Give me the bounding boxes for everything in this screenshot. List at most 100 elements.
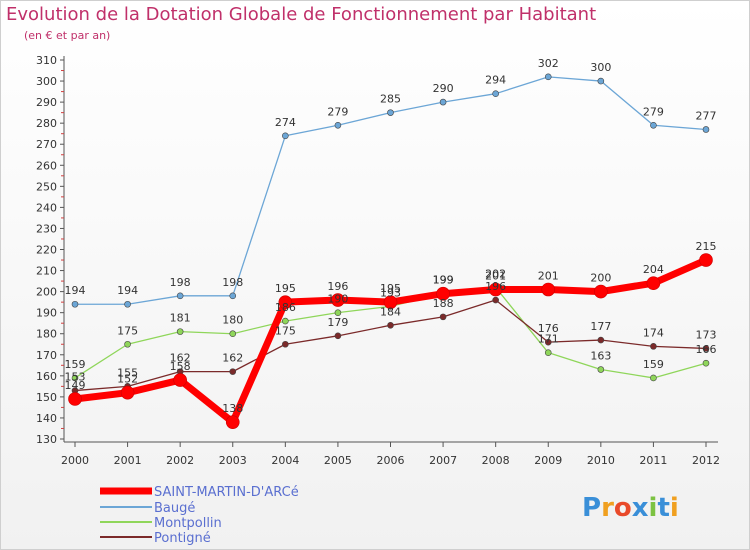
data-point	[597, 366, 605, 373]
x-tick-label: 2006	[377, 454, 405, 467]
data-label: 193	[380, 286, 401, 299]
data-label: 153	[65, 371, 86, 384]
data-label: 159	[643, 358, 664, 371]
x-tick-label: 2011	[639, 454, 667, 467]
data-point	[176, 328, 184, 335]
data-point	[436, 286, 450, 301]
x-tick-label: 2008	[482, 454, 510, 467]
x-tick-label: 2000	[61, 454, 89, 467]
data-point	[334, 309, 342, 316]
data-label: 290	[433, 82, 454, 95]
data-point	[594, 284, 608, 299]
data-point	[387, 109, 394, 116]
data-label: 195	[275, 282, 296, 295]
x-tick-label: 2009	[534, 454, 562, 467]
data-label: 194	[117, 284, 138, 297]
data-point	[544, 338, 552, 346]
data-point	[282, 132, 289, 140]
data-point	[229, 330, 237, 338]
data-label: 196	[327, 280, 348, 293]
data-point	[541, 282, 556, 297]
y-tick-label: 310	[36, 54, 57, 67]
data-point	[229, 368, 237, 375]
y-tick-label: 190	[36, 307, 57, 320]
data-point	[120, 385, 135, 400]
data-label: 163	[590, 350, 611, 363]
y-tick-label: 130	[36, 433, 57, 446]
y-tick-label: 230	[36, 222, 57, 235]
data-label: 198	[222, 276, 243, 289]
data-point	[650, 121, 657, 129]
y-tick-label: 160	[36, 370, 57, 383]
data-point	[225, 415, 240, 429]
y-tick-label: 260	[36, 159, 57, 172]
data-label: 277	[696, 109, 717, 122]
data-point	[282, 317, 289, 325]
data-point	[439, 313, 447, 321]
data-point	[544, 349, 552, 356]
data-point	[71, 300, 79, 308]
data-label: 174	[643, 326, 664, 339]
data-label: 159	[65, 358, 86, 371]
x-tick-label: 2010	[587, 454, 615, 467]
legend-label-baug-: Baugé	[154, 501, 195, 516]
data-point	[282, 340, 289, 348]
y-tick-label: 300	[36, 75, 57, 88]
data-point	[702, 345, 710, 352]
x-tick-label: 2004	[271, 454, 299, 467]
data-label: 188	[433, 297, 454, 310]
y-tick-label: 180	[36, 328, 57, 341]
data-label: 196	[485, 280, 506, 293]
data-label: 201	[538, 270, 559, 283]
data-label: 285	[380, 93, 401, 106]
legend-label-montpollin: Montpollin	[154, 516, 222, 531]
data-point	[597, 336, 605, 344]
data-point	[387, 321, 394, 329]
data-point	[383, 295, 398, 309]
data-label: 204	[643, 263, 664, 276]
data-label: 175	[117, 324, 138, 337]
data-label: 195	[380, 282, 401, 295]
data-label: 202	[485, 267, 506, 280]
chart-title: Evolution de la Dotation Globale de Fonc…	[6, 4, 597, 25]
x-tick-label: 2012	[692, 454, 720, 467]
y-tick-label: 170	[36, 349, 57, 362]
y-tick-label: 280	[36, 117, 57, 130]
y-tick-label: 200	[36, 286, 57, 299]
legend: SAINT-MARTIN-D'ARCéBaugéMontpollinPontig…	[100, 485, 299, 546]
chart-subtitle: (en € et par an)	[24, 29, 111, 42]
data-point	[544, 73, 552, 81]
legend-label-saint-martin-d-arc-: SAINT-MARTIN-D'ARCé	[154, 485, 299, 500]
data-label: 162	[170, 352, 191, 365]
data-point	[334, 121, 342, 129]
y-tick-label: 210	[36, 265, 57, 278]
data-label: 155	[117, 366, 138, 379]
data-point	[173, 373, 187, 387]
data-label: 173	[696, 328, 717, 341]
x-tick-label: 2003	[219, 454, 247, 467]
data-label: 199	[433, 274, 454, 287]
data-label: 302	[538, 57, 559, 70]
data-label: 171	[538, 333, 559, 346]
data-point	[699, 253, 713, 267]
data-label: 186	[275, 301, 296, 314]
y-tick-label: 240	[36, 201, 57, 214]
data-label: 177	[590, 320, 611, 333]
x-tick-label: 2005	[324, 454, 352, 467]
data-point	[650, 343, 657, 350]
data-label: 176	[538, 322, 559, 335]
data-label: 180	[222, 314, 243, 327]
data-point	[331, 293, 345, 307]
y-tick-label: 290	[36, 96, 57, 109]
data-label: 166	[696, 343, 717, 356]
data-label: 300	[590, 61, 611, 74]
data-point	[439, 98, 447, 106]
data-label: 179	[327, 316, 348, 329]
data-point	[492, 90, 499, 97]
data-label: 181	[170, 312, 191, 325]
data-point	[334, 332, 342, 340]
data-label: 279	[327, 105, 348, 118]
data-label: 152	[117, 373, 138, 386]
data-label: 201	[485, 270, 506, 283]
